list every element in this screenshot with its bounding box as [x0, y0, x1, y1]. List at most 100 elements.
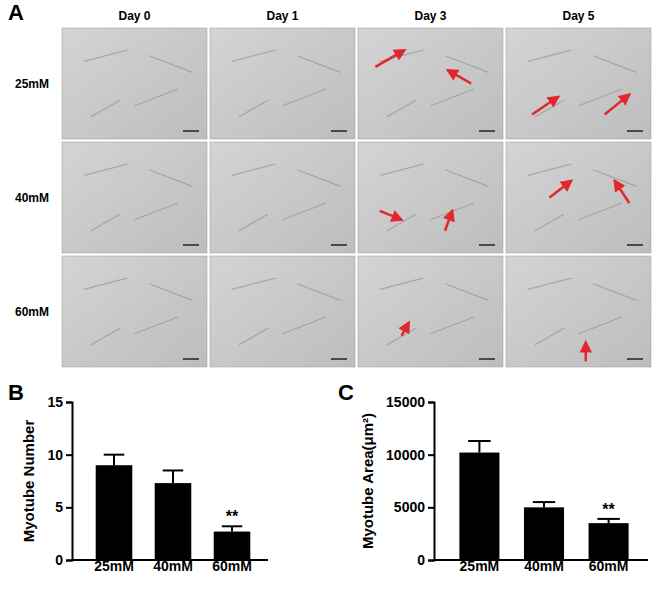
cell-streak	[149, 284, 193, 301]
cell-streak	[239, 214, 268, 231]
x-tick: 40mM	[524, 558, 564, 574]
row-label: 60mM	[15, 305, 49, 319]
cell-streak	[387, 328, 416, 345]
cell-streak	[380, 164, 424, 175]
cell-streak	[84, 278, 128, 289]
x-tick: 25mM	[94, 558, 134, 574]
x-tick: 60mM	[589, 558, 629, 574]
cell-streak	[232, 278, 276, 289]
arrow	[605, 95, 630, 115]
micrograph	[210, 142, 355, 253]
cell-streak	[297, 170, 341, 187]
row-label: 25mM	[15, 77, 49, 91]
error-bar	[468, 441, 490, 453]
cell-streak	[149, 56, 193, 73]
cell-streak	[297, 56, 341, 73]
bar	[589, 523, 629, 560]
error-bar-cap	[104, 454, 124, 456]
bars	[96, 455, 251, 560]
cell-streak	[593, 170, 637, 187]
figure: ADay 0Day 1Day 3Day 525mM40mM60mMB**0510…	[0, 0, 659, 589]
cell-streak	[232, 164, 276, 175]
cell-streak	[232, 50, 276, 61]
arrow	[380, 211, 402, 220]
y-tick: 15000	[386, 394, 434, 410]
x-tick-label: 60mM	[589, 558, 629, 574]
cell-streak	[283, 203, 327, 220]
cell-streak	[91, 100, 120, 117]
cell-streak	[593, 56, 637, 73]
bar	[214, 532, 251, 560]
micrograph	[62, 28, 207, 139]
x-tick-label: 40mM	[524, 558, 564, 574]
error-bar	[163, 470, 183, 483]
y-tick: 10000	[386, 447, 434, 463]
cell-streak	[593, 284, 637, 301]
cell-streak	[528, 164, 572, 175]
micrograph	[210, 256, 355, 367]
y-axis: 050001000015000	[386, 394, 434, 568]
y-tick-mark	[66, 507, 72, 509]
x-tick-label: 25mM	[94, 558, 134, 574]
cell-streak	[91, 214, 120, 231]
cell-streak	[239, 100, 268, 117]
scale-bar	[479, 358, 495, 360]
cell-streak	[135, 317, 179, 334]
x-tick-label: 60mM	[212, 558, 252, 574]
arrow	[615, 181, 630, 203]
scale-bar	[331, 244, 347, 246]
arrow	[375, 50, 404, 67]
cell-streak	[283, 89, 327, 106]
error-bar-stem	[172, 470, 174, 483]
scale-bar	[479, 244, 495, 246]
cell-streak	[387, 100, 416, 117]
y-tick-label: 10	[47, 447, 63, 463]
cell-streak	[380, 278, 424, 289]
error-bar	[222, 526, 242, 531]
y-tick: 15	[47, 394, 72, 410]
y-tick: 10	[47, 447, 72, 463]
y-tick-label: 0	[55, 552, 63, 568]
cell-streak	[535, 214, 564, 231]
column-header: Day 1	[266, 9, 298, 23]
y-tick-label: 5	[55, 499, 63, 515]
error-bar	[104, 455, 124, 466]
cell-streak	[528, 278, 572, 289]
panel-letter: A	[8, 0, 24, 25]
scale-bar	[183, 244, 199, 246]
x-axis: 25mM 40mM 60mM	[72, 558, 268, 574]
y-tick: 5000	[394, 499, 434, 515]
scale-bar	[183, 358, 199, 360]
error-bar-stem	[113, 455, 115, 466]
cell-streak	[445, 56, 489, 73]
bar	[524, 507, 564, 560]
cell-streak	[528, 50, 572, 61]
cell-streak	[431, 317, 475, 334]
x-tick: 40mM	[153, 558, 193, 574]
chart: B**05101525mM40mM60mMMyotube Number	[8, 380, 268, 574]
y-tick-mark	[66, 560, 72, 562]
cell-streak	[84, 50, 128, 61]
micrograph	[506, 28, 651, 139]
x-tick: 25mM	[460, 558, 500, 574]
cell-streak	[445, 170, 489, 187]
y-axis-title: Myotube Number	[20, 420, 37, 543]
x-tick-label: 25mM	[460, 558, 500, 574]
cell-streak	[149, 170, 193, 187]
error-bar	[533, 502, 555, 507]
scale-bar	[627, 358, 643, 360]
y-tick-label: 5000	[394, 499, 425, 515]
micrograph	[506, 142, 651, 253]
cell-streak	[445, 284, 489, 301]
panel-letter: B	[8, 380, 24, 405]
y-tick-mark	[428, 454, 434, 456]
arrow	[550, 181, 572, 198]
arrow	[448, 70, 471, 83]
error-bar-cap	[597, 518, 619, 520]
arrow	[402, 323, 409, 336]
x-tick-label: 40mM	[153, 558, 193, 574]
scale-bar	[627, 244, 643, 246]
cell-streak	[297, 284, 341, 301]
cell-streak	[84, 164, 128, 175]
scale-bar	[331, 130, 347, 132]
